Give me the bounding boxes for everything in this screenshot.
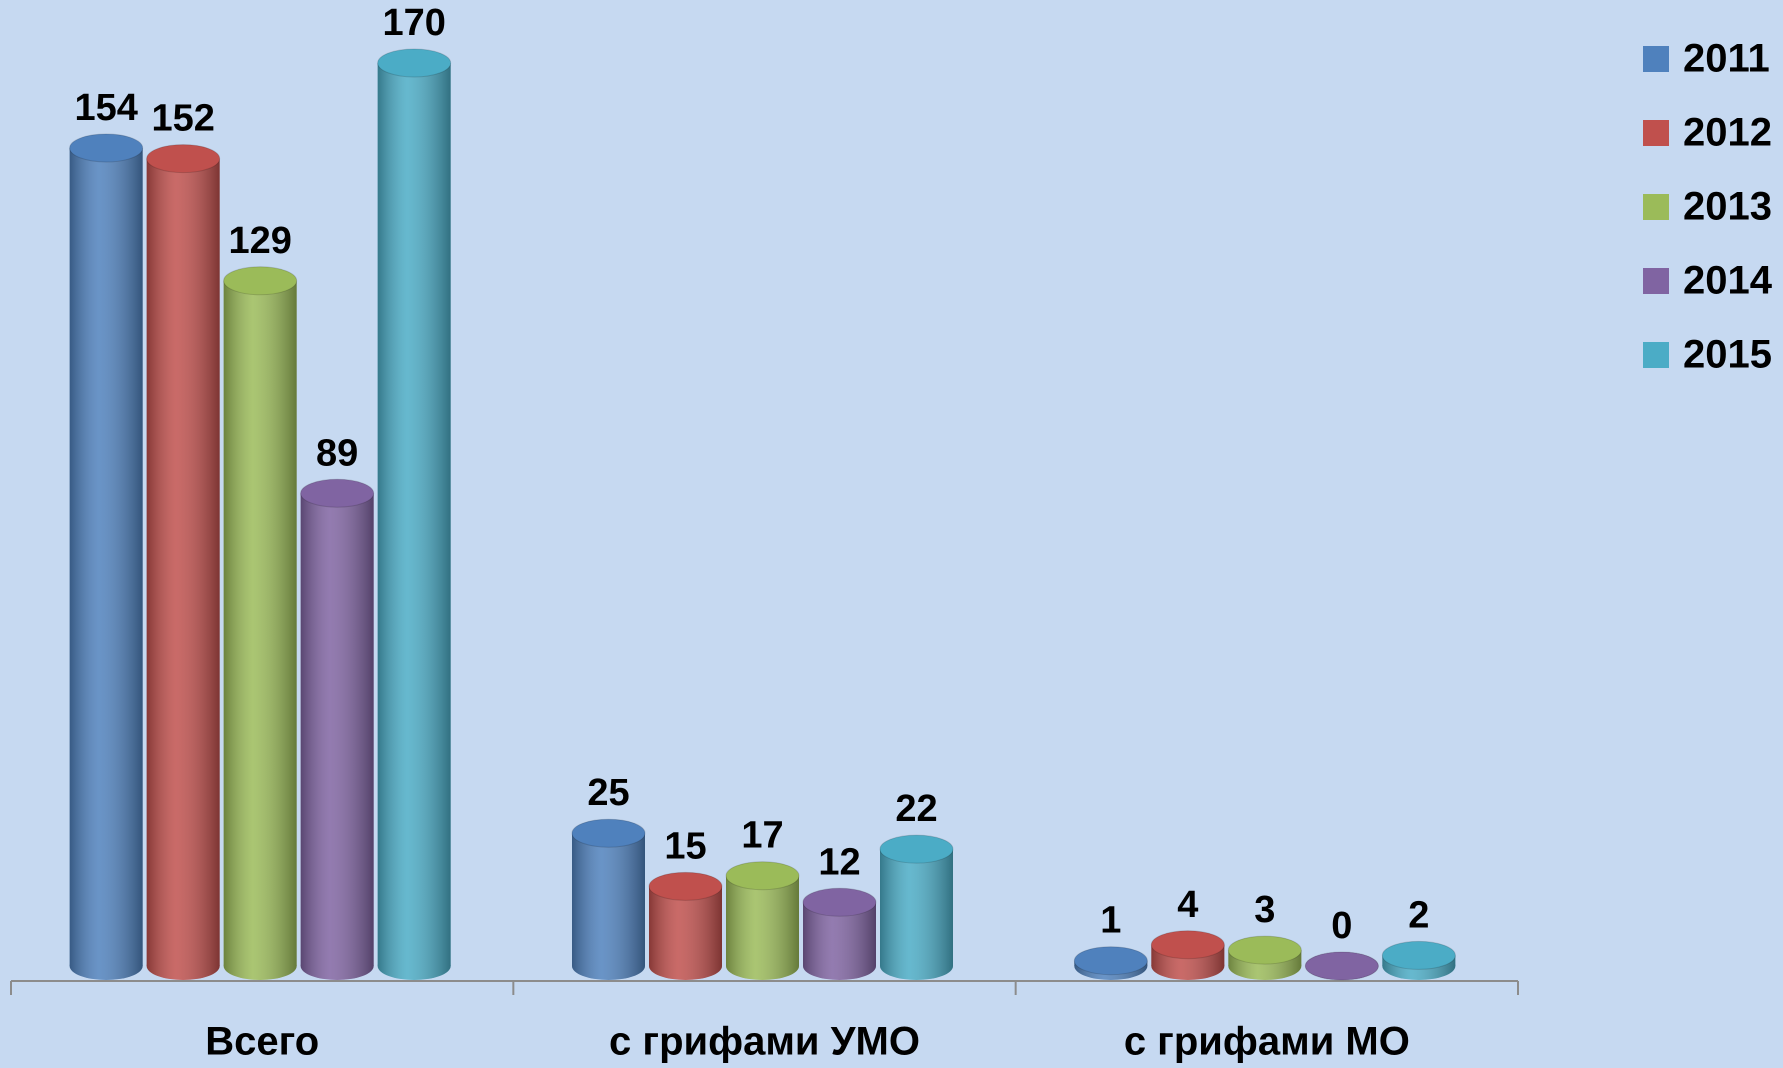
legend-label: 2013 — [1683, 185, 1772, 229]
value-label: 15 — [664, 825, 706, 867]
bar-shade — [146, 158, 220, 967]
bar-shade — [726, 875, 799, 966]
value-label: 89 — [316, 432, 358, 474]
bar-top — [377, 48, 452, 78]
value-label: 25 — [587, 772, 629, 814]
bar-top — [1150, 930, 1225, 960]
bar-shade — [69, 147, 143, 967]
bar-shade — [880, 849, 953, 966]
value-label: 1 — [1100, 900, 1121, 942]
legend-label: 2011 — [1683, 37, 1770, 81]
bar-top — [1304, 951, 1379, 981]
value-label: 152 — [151, 98, 214, 140]
bar-top — [146, 144, 221, 174]
value-label: 17 — [741, 815, 783, 857]
x-tick-label: с грифами МО — [1124, 1020, 1410, 1064]
legend-swatch — [1643, 46, 1669, 72]
bar-shade — [377, 63, 451, 966]
value-label: 0 — [1331, 905, 1352, 947]
value-label: 154 — [74, 87, 137, 129]
bar-top — [69, 133, 144, 163]
bar-top — [1381, 940, 1456, 970]
bar-shade — [223, 280, 297, 966]
bar-top — [223, 266, 298, 296]
value-label: 3 — [1254, 889, 1275, 931]
value-label: 2 — [1408, 894, 1429, 936]
legend-label: 2012 — [1683, 111, 1772, 155]
value-label: 129 — [228, 220, 291, 262]
bar-top — [725, 861, 800, 891]
value-label: 12 — [818, 841, 860, 883]
value-label: 4 — [1177, 884, 1198, 926]
x-tick-label: с грифами УМО — [609, 1020, 920, 1064]
bar-shade — [300, 493, 374, 966]
legend-label: 2014 — [1683, 259, 1773, 303]
bar-top — [879, 834, 954, 864]
bar-top — [571, 818, 646, 848]
legend-swatch — [1643, 268, 1669, 294]
legend-label: 2015 — [1683, 333, 1772, 377]
value-label: 22 — [895, 788, 937, 830]
bar-top — [1227, 935, 1302, 965]
bar-top — [1073, 946, 1148, 976]
bar-top — [648, 871, 723, 901]
legend-swatch — [1643, 120, 1669, 146]
value-label: 170 — [382, 2, 445, 44]
bar-shade — [572, 833, 645, 966]
legend-swatch — [1643, 194, 1669, 220]
legend-swatch — [1643, 342, 1669, 368]
x-tick-label: Всего — [205, 1020, 319, 1064]
bar-top — [300, 478, 375, 508]
bar-top — [802, 887, 877, 917]
